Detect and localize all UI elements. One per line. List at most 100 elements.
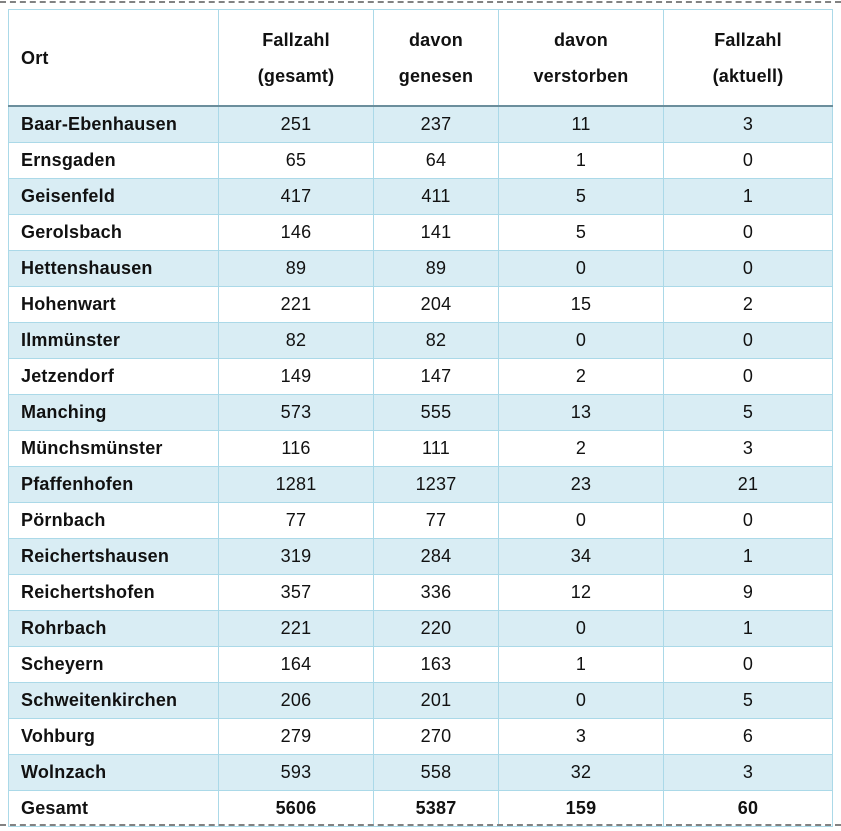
- davon-verstorben-cell: 23: [498, 466, 664, 503]
- table-row: Ilmmünster 82 82 0 0: [8, 322, 833, 359]
- davon-genesen-cell: 82: [373, 322, 499, 359]
- davon-genesen-cell: 77: [373, 502, 499, 539]
- davon-verstorben-cell: 0: [498, 250, 664, 287]
- bottom-dashed-divider: [0, 824, 841, 826]
- table-row: Manching 573 555 13 5: [8, 394, 833, 431]
- fallzahl-aktuell-cell: 1: [663, 178, 833, 215]
- fallzahl-aktuell-cell: 0: [663, 142, 833, 179]
- davon-verstorben-cell: 0: [498, 610, 664, 647]
- davon-genesen-cell: 336: [373, 574, 499, 611]
- fallzahl-aktuell-cell: 3: [663, 105, 833, 143]
- fallzahl-aktuell-cell: 5: [663, 682, 833, 719]
- davon-verstorben-cell: 1: [498, 646, 664, 683]
- table-row: Vohburg 279 270 3 6: [8, 718, 833, 755]
- fallzahl-aktuell-cell: 6: [663, 718, 833, 755]
- fallzahl-gesamt-cell: 319: [218, 538, 374, 575]
- fallzahl-aktuell-cell: 1: [663, 538, 833, 575]
- header-row: Ort Fallzahl (gesamt) davon genesen davo…: [8, 9, 833, 107]
- fallzahl-aktuell-cell: 0: [663, 214, 833, 251]
- ort-cell: Gesamt: [8, 790, 219, 827]
- fallzahl-gesamt-cell: 82: [218, 322, 374, 359]
- ort-cell: Rohrbach: [8, 610, 219, 647]
- davon-verstorben-cell: 0: [498, 502, 664, 539]
- davon-genesen-cell: 147: [373, 358, 499, 395]
- davon-genesen-cell: 64: [373, 142, 499, 179]
- fallzahl-aktuell-cell: 2: [663, 286, 833, 323]
- fallzahl-aktuell-cell: 0: [663, 250, 833, 287]
- davon-verstorben-cell: 1: [498, 142, 664, 179]
- column-header-davon-verstorben: davon verstorben: [498, 9, 664, 107]
- table-row: Hettenshausen 89 89 0 0: [8, 250, 833, 287]
- table-row: Reichertshofen 357 336 12 9: [8, 574, 833, 611]
- davon-verstorben-cell: 11: [498, 105, 664, 143]
- fallzahl-gesamt-cell: 417: [218, 178, 374, 215]
- ort-cell: Ilmmünster: [8, 322, 219, 359]
- ort-cell: Geisenfeld: [8, 178, 219, 215]
- davon-genesen-cell: 284: [373, 538, 499, 575]
- table-row: Jetzendorf 149 147 2 0: [8, 358, 833, 395]
- davon-genesen-cell: 237: [373, 105, 499, 143]
- ort-cell: Pfaffenhofen: [8, 466, 219, 503]
- fallzahl-aktuell-cell: 0: [663, 502, 833, 539]
- ort-cell: Schweitenkirchen: [8, 682, 219, 719]
- davon-verstorben-cell: 159: [498, 790, 664, 827]
- ort-cell: Ernsgaden: [8, 142, 219, 179]
- ort-cell: Hohenwart: [8, 286, 219, 323]
- fallzahl-gesamt-cell: 146: [218, 214, 374, 251]
- fallzahl-gesamt-cell: 221: [218, 286, 374, 323]
- ort-cell: Manching: [8, 394, 219, 431]
- column-header-fallzahl-aktuell: Fallzahl (aktuell): [663, 9, 833, 107]
- ort-cell: Jetzendorf: [8, 358, 219, 395]
- fallzahl-aktuell-cell: 3: [663, 430, 833, 467]
- table-row: Rohrbach 221 220 0 1: [8, 610, 833, 647]
- fallzahl-gesamt-cell: 593: [218, 754, 374, 791]
- davon-genesen-cell: 89: [373, 250, 499, 287]
- fallzahl-aktuell-cell: 1: [663, 610, 833, 647]
- davon-genesen-cell: 555: [373, 394, 499, 431]
- fallzahl-aktuell-cell: 3: [663, 754, 833, 791]
- davon-verstorben-cell: 2: [498, 430, 664, 467]
- ort-cell: Reichertshausen: [8, 538, 219, 575]
- davon-genesen-cell: 411: [373, 178, 499, 215]
- ort-cell: Scheyern: [8, 646, 219, 683]
- table-row: Hohenwart 221 204 15 2: [8, 286, 833, 323]
- davon-genesen-cell: 270: [373, 718, 499, 755]
- davon-genesen-cell: 111: [373, 430, 499, 467]
- davon-verstorben-cell: 5: [498, 214, 664, 251]
- table-row: Geisenfeld 417 411 5 1: [8, 178, 833, 215]
- fallzahl-aktuell-cell: 5: [663, 394, 833, 431]
- davon-verstorben-cell: 3: [498, 718, 664, 755]
- ort-cell: Vohburg: [8, 718, 219, 755]
- table-row: Reichertshausen 319 284 34 1: [8, 538, 833, 575]
- davon-verstorben-cell: 15: [498, 286, 664, 323]
- table-row: Schweitenkirchen 206 201 0 5: [8, 682, 833, 719]
- fallzahl-gesamt-cell: 357: [218, 574, 374, 611]
- ort-cell: Gerolsbach: [8, 214, 219, 251]
- ort-cell: Münchsmünster: [8, 430, 219, 467]
- davon-verstorben-cell: 32: [498, 754, 664, 791]
- davon-verstorben-cell: 12: [498, 574, 664, 611]
- column-header-ort: Ort: [8, 9, 219, 107]
- davon-genesen-cell: 220: [373, 610, 499, 647]
- davon-verstorben-cell: 34: [498, 538, 664, 575]
- fallzahl-gesamt-cell: 573: [218, 394, 374, 431]
- column-header-fallzahl-gesamt: Fallzahl (gesamt): [218, 9, 374, 107]
- ort-cell: Reichertshofen: [8, 574, 219, 611]
- davon-genesen-cell: 201: [373, 682, 499, 719]
- davon-genesen-cell: 204: [373, 286, 499, 323]
- fallzahl-aktuell-cell: 0: [663, 358, 833, 395]
- ort-cell: Hettenshausen: [8, 250, 219, 287]
- table-row: Scheyern 164 163 1 0: [8, 646, 833, 683]
- davon-genesen-cell: 1237: [373, 466, 499, 503]
- davon-genesen-cell: 163: [373, 646, 499, 683]
- covid-cases-table: Ort Fallzahl (gesamt) davon genesen davo…: [8, 9, 833, 827]
- top-dashed-divider: [0, 1, 841, 3]
- table-row: Gerolsbach 146 141 5 0: [8, 214, 833, 251]
- ort-cell: Wolnzach: [8, 754, 219, 791]
- table-total-row: Gesamt 5606 5387 159 60: [8, 790, 833, 827]
- davon-genesen-cell: 558: [373, 754, 499, 791]
- fallzahl-gesamt-cell: 65: [218, 142, 374, 179]
- table-body: Baar-Ebenhausen 251 237 11 3 Ernsgaden 65 64 1 0 G…: [8, 105, 833, 827]
- fallzahl-gesamt-cell: 77: [218, 502, 374, 539]
